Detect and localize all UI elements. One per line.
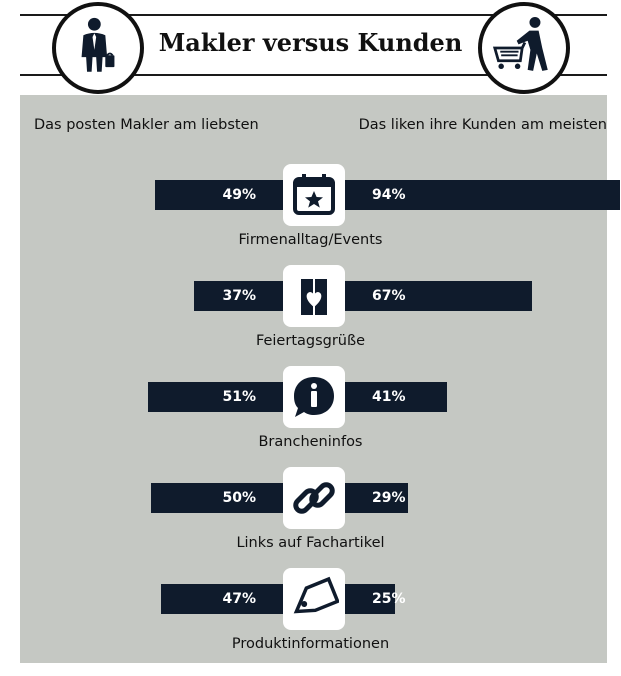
page-title-text: Makler versus Kunden — [152, 28, 469, 57]
header-bottom-rule — [20, 74, 607, 76]
header-top-rule — [20, 14, 607, 16]
category-label-firmenalltag-events: Firmenalltag/Events — [238, 232, 383, 248]
calendar-star-icon — [283, 164, 345, 226]
chain-link-icon — [283, 467, 345, 529]
category-label-produktinformationen: Produktinformationen — [231, 636, 390, 652]
category-label-brancheninfos: Brancheninfos — [258, 434, 363, 450]
bar-kunden-feiertagsgr-e: 67% — [314, 281, 532, 311]
info-speech-bubble-icon — [283, 366, 345, 428]
category-label-feiertagsgr-e: Feiertagsgrüße — [255, 333, 366, 349]
left-series-header: Das posten Makler am liebsten — [34, 117, 259, 133]
price-tag-icon — [283, 568, 345, 630]
category-label-links-auf-fachartikel: Links auf Fachartikel — [236, 535, 385, 551]
bar-kunden-firmenalltag-events: 94% — [314, 180, 620, 210]
shopping-cart-person-icon — [478, 2, 570, 94]
greeting-card-heart-icon — [283, 265, 345, 327]
right-series-header: Das liken ihre Kunden am meisten — [358, 117, 607, 133]
businessman-icon — [52, 2, 144, 94]
page-title: Makler versus Kunden — [0, 28, 621, 57]
